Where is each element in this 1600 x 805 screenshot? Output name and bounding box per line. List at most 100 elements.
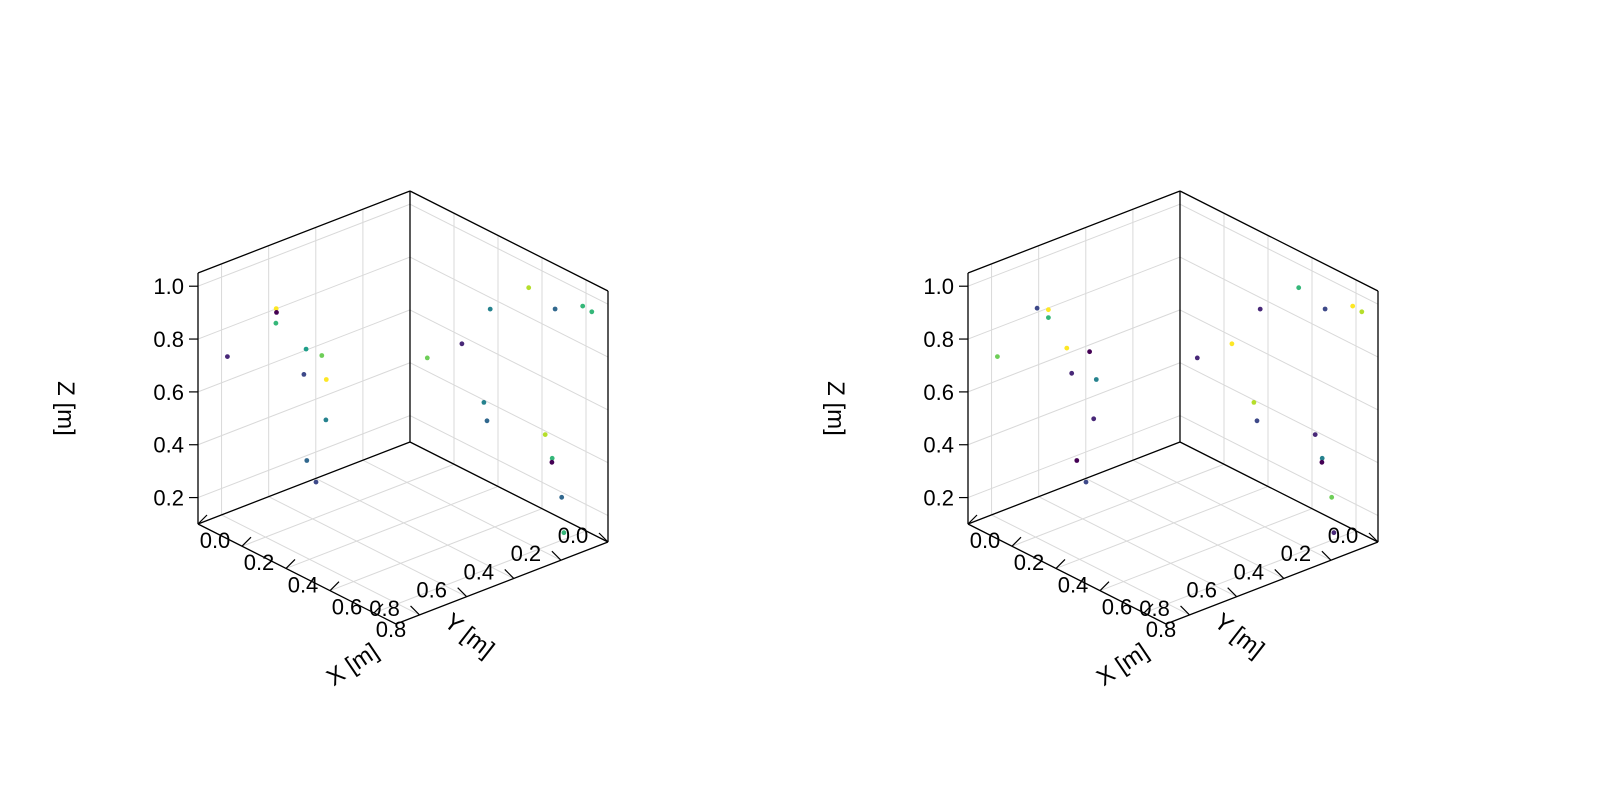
- grid-line-z: [409, 309, 609, 411]
- data-point: [274, 310, 279, 315]
- x-tick: [373, 603, 384, 614]
- x-tick: [329, 581, 340, 592]
- z-tick-label: 1.0: [153, 274, 184, 299]
- data-point: [487, 306, 493, 312]
- grid-line-z: [409, 256, 609, 358]
- grid-line-z: [409, 415, 609, 517]
- data-point: [995, 354, 1000, 359]
- y-tick: [1227, 587, 1238, 598]
- grid-line-z: [197, 415, 411, 499]
- grid-line-z: [197, 203, 411, 287]
- pane-edge: [967, 190, 1181, 274]
- data-point: [1087, 349, 1092, 355]
- grid-line-floor-y: [1038, 496, 1237, 598]
- data-point: [1322, 306, 1328, 312]
- data-point: [273, 320, 279, 326]
- x-tick: [1143, 603, 1154, 614]
- data-point: [323, 417, 329, 423]
- data-point: [481, 400, 487, 405]
- y-axis-label: Y [m]: [439, 608, 499, 663]
- y-tick-label: 0.4: [1233, 559, 1264, 584]
- grid-line-floor-x: [1099, 508, 1313, 592]
- data-point: [273, 306, 279, 311]
- grid-line-floor-x: [1055, 485, 1269, 569]
- y-tick-label: 0.8: [369, 596, 400, 621]
- y-tick-label: 0.6: [1186, 578, 1217, 603]
- y-tick: [457, 587, 468, 598]
- data-point: [484, 418, 490, 424]
- grid-line-z: [1179, 203, 1379, 305]
- y-axis-line: [967, 523, 1167, 625]
- data-point: [1350, 303, 1356, 309]
- z-tick-label: 0.8: [153, 327, 184, 352]
- data-point: [1091, 416, 1097, 422]
- x-tick: [1011, 536, 1022, 547]
- data-point: [1359, 309, 1365, 315]
- y-tick: [1321, 550, 1332, 561]
- data-point: [323, 377, 329, 382]
- x-tick-label: 0.8: [1146, 617, 1177, 642]
- data-point: [1034, 305, 1040, 311]
- pane-edge: [409, 441, 609, 543]
- grid-line-z: [967, 415, 1181, 499]
- data-point: [526, 285, 532, 291]
- pane-edge: [1179, 441, 1379, 543]
- x-tick-label: 0.2: [244, 550, 275, 575]
- pane-edge: [1179, 190, 1379, 292]
- y-axis-line: [197, 523, 397, 625]
- grid-line-z: [197, 362, 411, 446]
- x-tick-label: 0.0: [200, 528, 231, 553]
- data-point: [303, 346, 309, 352]
- data-point: [1229, 341, 1235, 347]
- data-point: [1093, 377, 1099, 382]
- grid-line-z: [1179, 362, 1379, 464]
- data-point: [1046, 307, 1051, 313]
- x-tick-label: 0.2: [1014, 550, 1045, 575]
- grid-line-floor-x: [373, 530, 587, 614]
- grid-line-floor-x: [1143, 530, 1357, 614]
- x-tick-label: 0.4: [1058, 572, 1089, 597]
- data-point: [1296, 285, 1302, 291]
- grid-line-floor-y: [1132, 459, 1332, 561]
- grid-line-floor-y: [268, 496, 467, 598]
- data-point: [1074, 458, 1080, 463]
- y-tick: [598, 532, 609, 543]
- z-tick-label: 0.2: [153, 486, 184, 511]
- x-tick-label: 0.0: [970, 528, 1001, 553]
- data-point: [1312, 432, 1318, 437]
- grid-line-z: [967, 309, 1181, 393]
- grid-line-z: [409, 362, 609, 464]
- data-point: [424, 355, 430, 361]
- y-tick: [504, 569, 515, 579]
- y-tick: [551, 550, 562, 561]
- data-point: [1254, 418, 1260, 424]
- x-tick: [1099, 581, 1110, 592]
- x-axis-line: [395, 541, 609, 625]
- pane-edge: [409, 190, 609, 292]
- grid-line-floor-y: [221, 514, 420, 616]
- data-point: [1251, 400, 1257, 405]
- pane-edge: [197, 190, 411, 274]
- data-point: [1319, 459, 1325, 465]
- y-tick-label: 0.6: [416, 578, 447, 603]
- x-tick: [1055, 559, 1066, 569]
- data-point: [1257, 306, 1263, 312]
- x-axis-line: [1165, 541, 1379, 625]
- x-tick: [285, 559, 296, 569]
- grid-line-z: [409, 203, 609, 305]
- data-point: [304, 458, 310, 463]
- z-tick-label: 0.4: [923, 433, 954, 458]
- y-tick-label: 0.2: [511, 541, 542, 566]
- x-tick-label: 0.4: [288, 572, 319, 597]
- y-tick-label: 0.0: [558, 523, 589, 548]
- grid-line-z: [197, 256, 411, 340]
- grid-line-floor-x: [285, 485, 499, 569]
- data-point: [1046, 315, 1051, 320]
- data-point: [580, 303, 586, 309]
- data-point: [542, 432, 548, 437]
- grid-line-z: [1179, 415, 1379, 517]
- pane-edge: [197, 441, 411, 525]
- data-point: [561, 530, 567, 536]
- grid-line-z: [967, 256, 1181, 340]
